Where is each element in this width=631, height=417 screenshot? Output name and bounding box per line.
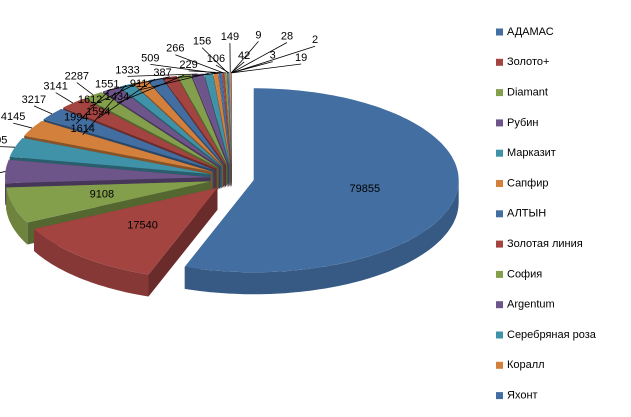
data-label: 28 — [281, 30, 293, 42]
legend-swatch — [496, 180, 503, 187]
legend-swatch — [496, 301, 503, 308]
data-label: 149 — [221, 31, 239, 43]
legend-label: Яхонт — [507, 390, 538, 402]
legend-swatch — [496, 29, 503, 36]
legend-swatch — [496, 332, 503, 339]
legend-label: Серебряная роза — [507, 329, 597, 341]
legend-label: Марказит — [507, 147, 556, 159]
data-label: 9108 — [90, 189, 114, 201]
data-label: 3217 — [22, 94, 46, 106]
legend-swatch — [496, 362, 503, 369]
data-label: 2287 — [65, 71, 89, 83]
legend-label: АЛТЫН — [507, 208, 546, 220]
data-label: 1434 — [105, 91, 129, 103]
data-label: 156 — [193, 36, 211, 48]
data-label: 266 — [166, 43, 184, 55]
data-label: 106 — [207, 53, 225, 65]
data-label: 2 — [312, 34, 318, 46]
data-label: 9 — [255, 29, 261, 41]
legend-label: Коралл — [507, 359, 545, 371]
legend-swatch — [496, 392, 503, 399]
legend-swatch — [496, 59, 503, 66]
data-label: 17540 — [127, 220, 158, 232]
legend-swatch — [496, 241, 503, 248]
data-label: 1551 — [95, 78, 119, 90]
legend-swatch — [496, 150, 503, 157]
legend-label: Золото+ — [507, 56, 549, 68]
data-label: 911 — [130, 78, 148, 90]
data-label: 229 — [179, 59, 197, 71]
data-label: 387 — [153, 67, 171, 79]
data-label: 4905 — [0, 134, 7, 146]
legend-label: АДАМАС — [507, 26, 554, 38]
legend-label: Argentum — [507, 299, 555, 311]
legend-swatch — [496, 89, 503, 96]
legend-label: Рубин — [507, 117, 538, 129]
data-label: 1333 — [115, 64, 139, 76]
data-label: 1612 — [78, 94, 102, 106]
data-label: 4145 — [1, 111, 25, 123]
legend-swatch — [496, 271, 503, 278]
data-label: 19 — [295, 52, 307, 64]
data-label: 1614 — [70, 123, 94, 135]
legend-label: Золотая линия — [507, 238, 583, 250]
legend-label: Сапфир — [507, 177, 548, 189]
data-label: 42 — [238, 50, 250, 62]
legend-label: София — [507, 268, 542, 280]
data-label: 79855 — [349, 183, 380, 195]
data-label: 1594 — [86, 106, 110, 118]
data-label: 509 — [141, 52, 159, 64]
legend-swatch — [496, 119, 503, 126]
legend-swatch — [496, 210, 503, 217]
legend-label: Diamant — [507, 87, 548, 99]
